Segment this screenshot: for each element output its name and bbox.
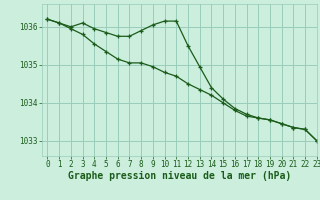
X-axis label: Graphe pression niveau de la mer (hPa): Graphe pression niveau de la mer (hPa) <box>68 171 291 181</box>
